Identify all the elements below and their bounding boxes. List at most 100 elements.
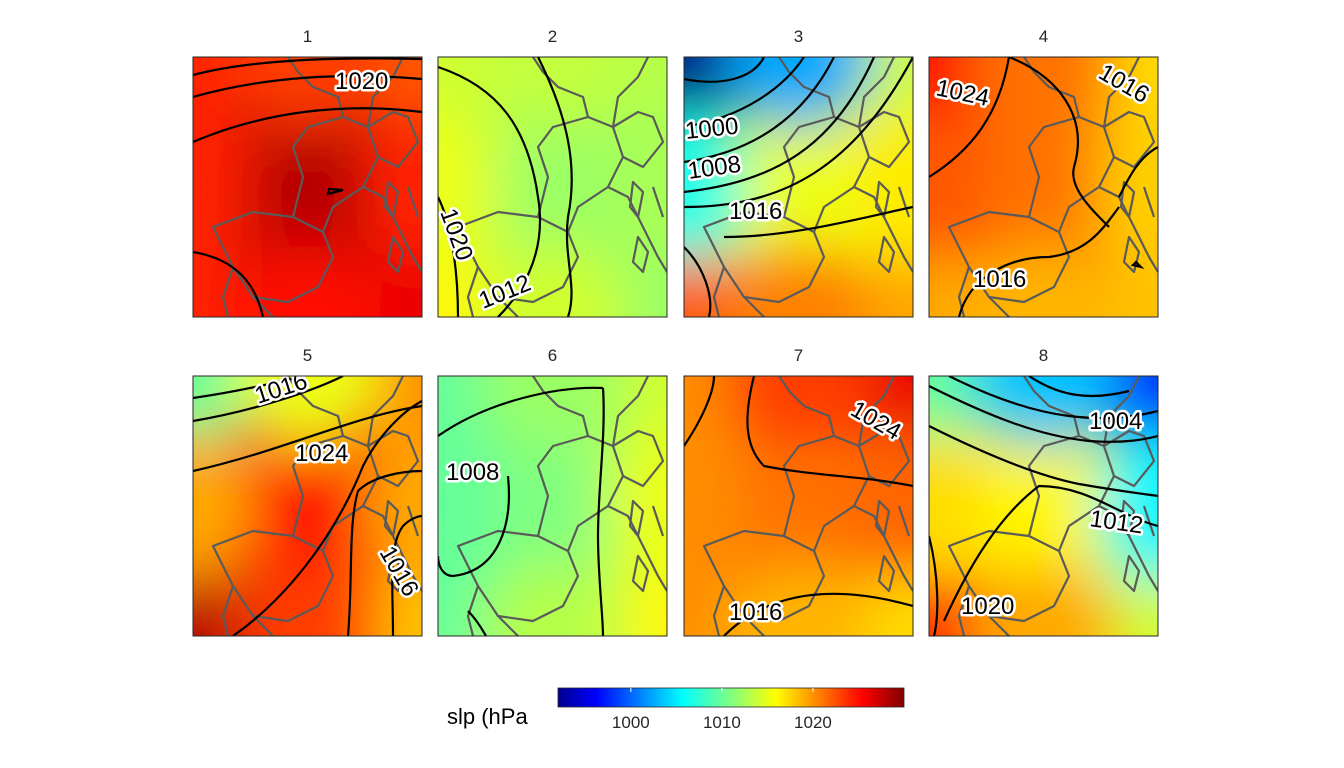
panel-title: 7 [794,346,803,365]
isobar-line [438,475,510,578]
isobar-label: 1004 [1089,408,1142,435]
isobar-line [684,57,876,194]
isobar-line [929,535,939,636]
slp-field-cell [723,57,874,132]
slp-field-cell [438,112,513,262]
isobar-line [537,57,573,317]
isobar-line [193,57,422,77]
slp-field-cell [723,561,874,636]
slp-field-cell [477,57,628,132]
slp-field-cell [968,561,1119,636]
isobar-line [684,246,712,317]
panel-frame [437,56,668,318]
colorbar: slp (hPa 1000 1010 1020 [447,687,905,732]
map-panel-6: 6 1008 [437,346,668,637]
isobar-label: 1000 [684,113,740,145]
panel-frame [437,375,668,637]
country-borders [947,376,1158,636]
slp-field-cell [232,561,383,636]
isobar-line [438,65,541,317]
isobar-label: 1008 [446,459,499,486]
panel-title: 2 [548,27,557,46]
country-borders [211,57,422,317]
map-panel-1: 1 1020 [192,27,423,318]
isobar-label: 1024 [295,440,348,467]
slp-field-cell [193,112,268,262]
isobar-label: 1016 [729,198,782,225]
isobar-line [1008,57,1110,228]
slp-field-cell [968,242,1119,317]
slp-field-cell [684,112,759,262]
colorbar-tick-label: 1010 [703,713,741,732]
slp-field-cell [477,376,628,451]
isobar-line [957,206,1120,317]
isobar-line [193,250,265,317]
isobar-label: 1016 [729,599,782,626]
isobar-line [746,376,913,488]
panel-title: 4 [1039,27,1048,46]
isobar-line [596,387,605,636]
country-borders [702,376,913,636]
isobar-line [193,74,422,99]
slp-field-cell [929,112,1004,262]
slp-field-cell [738,446,859,566]
slp-field-cell [723,242,874,317]
isobar-line [723,205,913,239]
panel-frame [928,56,1159,318]
slp-field-cell [247,446,368,566]
isobar-line [1028,376,1130,398]
isobar-line [929,385,1158,443]
isobar-line [1118,146,1158,198]
isobar-line [391,514,422,636]
slp-field-cell [738,127,859,247]
slp-field-cell [347,112,422,262]
isobar-line [193,376,304,400]
country-borders [456,376,667,636]
slp-field-cell [232,376,383,451]
isobar-line [438,386,604,437]
isobar-line [193,107,422,144]
isobar-line [232,400,422,636]
panel-frame [192,56,423,318]
panel-title: 3 [794,27,803,46]
slp-field-cell [477,561,628,636]
isobar-line [684,57,765,83]
isobar-label: 1016 [973,266,1026,293]
isobar-label: 1020 [961,593,1014,620]
colorbar-tick-label: 1020 [794,713,832,732]
isobar-line [684,57,913,209]
panel-title: 8 [1039,346,1048,365]
slp-field-cell [983,446,1104,566]
isobar-line [929,57,1011,178]
country-borders [702,57,913,317]
isobar-line [326,187,344,196]
isobar-line [942,484,1158,622]
panel-title: 5 [303,346,312,365]
panel-title: 1 [303,27,312,46]
slp-field-cell [592,431,667,581]
slp-field-cell [838,431,913,581]
slp-field-cell [684,431,759,581]
slp-field-cell [1083,431,1158,581]
isobar-line [467,610,487,636]
colorbar-tick-label: 1000 [612,713,650,732]
slp-field-cell [592,112,667,262]
slp-field-cell [193,431,268,581]
country-borders [456,57,667,317]
slp-field-cell [1083,112,1158,262]
panel-title: 6 [548,346,557,365]
slp-field-cell [838,112,913,262]
isobar-label: 1020 [335,68,388,95]
slp-field-cell [983,127,1104,247]
isobar-line [684,57,835,164]
isobar-line [1130,260,1145,270]
panel-frame [928,375,1159,637]
colorbar-gradient [557,687,905,708]
panel-frame [192,375,423,637]
